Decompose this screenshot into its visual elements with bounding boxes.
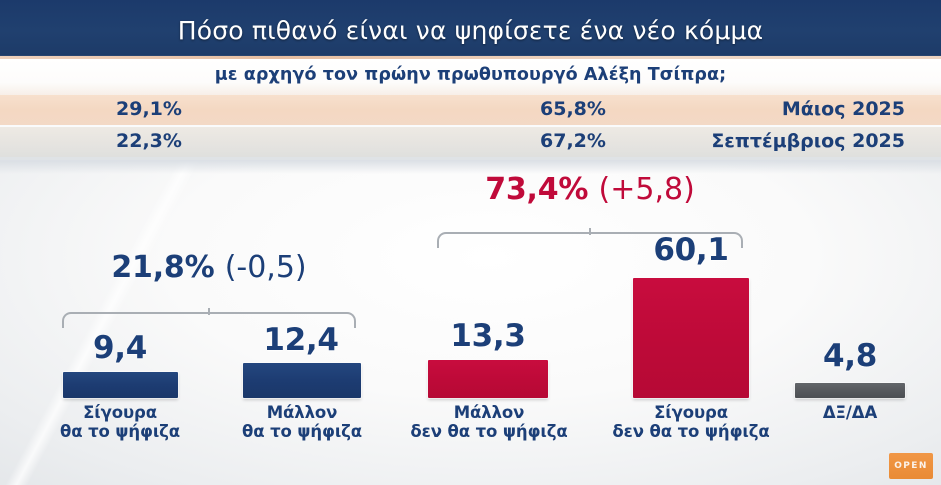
- bar-label-1-line1: Μάλλον: [266, 403, 338, 422]
- comparison-negative-value: 65,8%: [540, 98, 606, 120]
- bar-label-0: Σίγουρα θα το ψήφιζα: [40, 403, 200, 442]
- bar-0: [63, 372, 178, 398]
- comparison-period-label: Μάιος 2025: [781, 98, 905, 120]
- bar-3: [633, 278, 749, 398]
- bar-label-3-line2: δεν θα το ψήφιζα: [612, 422, 770, 442]
- bar-label-3: Σίγουρα δεν θα το ψήφιζα: [605, 403, 777, 442]
- bar-label-4-line1: ΔΞ/ΔΑ: [822, 403, 878, 422]
- subtitle-strip: με αρχηγό τον πρώην πρωθυπουργό Αλέξη Τσ…: [0, 59, 941, 95]
- chart-top-rule: [0, 160, 941, 161]
- bracket-negative: [437, 228, 743, 248]
- open-tv-logo-text: OPEN: [894, 461, 928, 471]
- open-tv-logo: OPEN: [889, 453, 933, 479]
- group-total-negative-delta: (+5,8): [598, 172, 695, 207]
- bar-label-1-line2: θα το ψήφιζα: [241, 422, 363, 442]
- bar-value-1: 12,4: [263, 322, 339, 358]
- bar-value-2: 13,3: [450, 318, 526, 354]
- bar-label-0-line1: Σίγουρα: [83, 403, 157, 422]
- comparison-row-may: 29,1% 65,8% Μάιος 2025: [0, 95, 941, 125]
- bar-label-2-line1: Μάλλον: [453, 403, 525, 422]
- bar-label-1: Μάλλον θα το ψήφιζα: [222, 403, 382, 442]
- bar-value-3: 60,1: [653, 232, 729, 268]
- comparison-positive-value: 22,3%: [116, 130, 182, 152]
- bar-2: [428, 360, 548, 398]
- bar-label-3-line1: Σίγουρα: [654, 403, 728, 422]
- bar-chart: 73,4% (+5,8) 21,8% (-0,5) 9,4 Σίγουρα θα…: [0, 160, 941, 485]
- comparison-negative-value: 67,2%: [540, 130, 606, 152]
- group-total-negative-value: 73,4%: [485, 172, 589, 207]
- bracket-positive: [62, 308, 356, 328]
- bar-value-4: 4,8: [822, 338, 878, 374]
- title-band: Πόσο πιθανό είναι να ψηφίσετε ένα νέο κό…: [0, 0, 941, 59]
- comparison-row-september: 22,3% 67,2% Σεπτέμβριος 2025: [0, 127, 941, 157]
- group-total-positive-delta: (-0,5): [224, 250, 307, 285]
- page-subtitle: με αρχηγό τον πρώην πρωθυπουργό Αλέξη Τσ…: [214, 65, 727, 85]
- page-title: Πόσο πιθανό είναι να ψηφίσετε ένα νέο κό…: [177, 16, 764, 45]
- group-total-positive: 21,8% (-0,5): [62, 250, 356, 285]
- bracket-negative-nub: [589, 228, 591, 235]
- bar-label-2-line2: δεν θα το ψήφιζα: [410, 422, 568, 442]
- comparison-row-divider: [0, 125, 941, 127]
- bar-4: [795, 383, 905, 398]
- bar-label-4: ΔΞ/ΔΑ: [780, 403, 920, 422]
- group-total-negative: 73,4% (+5,8): [437, 172, 743, 207]
- bar-label-0-line2: θα το ψήφιζα: [59, 422, 181, 442]
- bar-1: [243, 363, 361, 398]
- bar-value-0: 9,4: [92, 330, 148, 366]
- comparison-period-label: Σεπτέμβριος 2025: [711, 130, 905, 152]
- group-total-positive-value: 21,8%: [111, 250, 215, 285]
- bracket-positive-nub: [208, 308, 210, 315]
- bar-label-2: Μάλλον δεν θα το ψήφιζα: [403, 403, 575, 442]
- comparison-positive-value: 29,1%: [116, 98, 182, 120]
